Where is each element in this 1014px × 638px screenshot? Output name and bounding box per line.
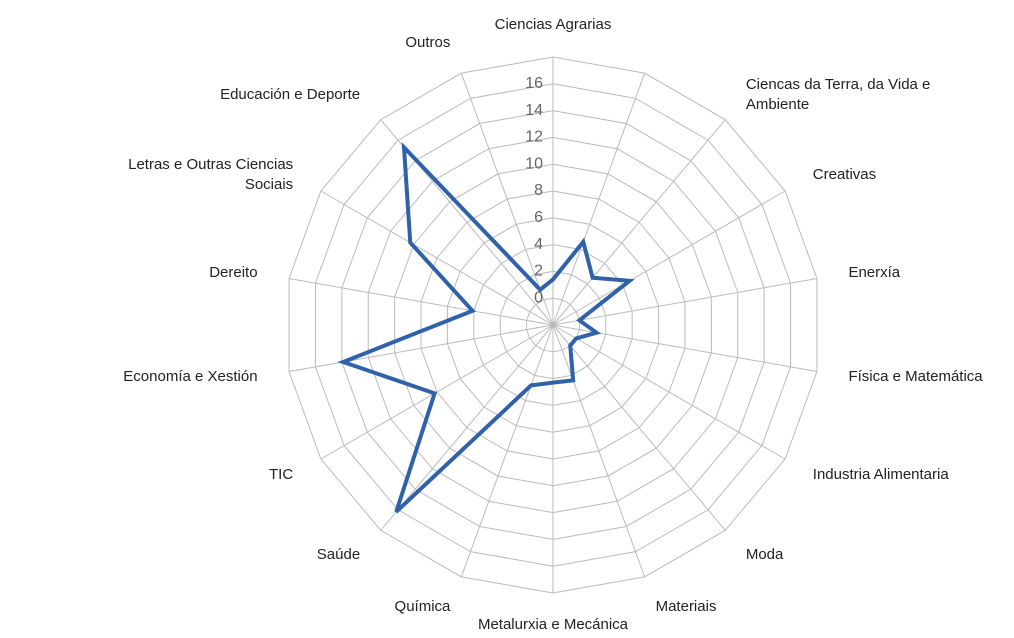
spoke [288, 277, 554, 326]
y-tick-label: 4 [534, 236, 543, 253]
spoke [288, 324, 554, 373]
category-label: Saúde [317, 546, 360, 563]
category-label: Economía e Xestión [123, 368, 257, 385]
spoke [552, 277, 818, 326]
category-label: Materiais [656, 598, 717, 615]
category-label: Dereito [209, 264, 257, 281]
spoke [460, 324, 554, 578]
y-tick-label: 12 [525, 129, 543, 146]
spoke [552, 324, 646, 578]
category-label: Outros [405, 34, 450, 51]
category-label: Física e Matemática [848, 368, 983, 385]
spoke [380, 324, 554, 531]
spoke [552, 324, 786, 460]
category-label: Creativas [813, 166, 876, 183]
y-tick-label: 2 [534, 263, 543, 280]
category-label: Letras e Outras Ciencias Sociais [128, 156, 293, 193]
spoke [320, 324, 554, 460]
category-label: Ciencias Agrarias [495, 16, 612, 33]
category-label: Industria Alimentaria [813, 466, 950, 483]
spoke [552, 324, 726, 531]
spoke [460, 72, 554, 326]
y-tick-label: 10 [525, 155, 543, 172]
spoke [552, 72, 646, 326]
category-label: Enerxía [848, 264, 900, 281]
y-tick-label: 14 [525, 102, 543, 119]
spoke [552, 119, 726, 326]
y-tick-label: 16 [525, 75, 543, 92]
category-label: Metalurxia e Mecánica [478, 616, 629, 633]
y-tick-label: 0 [534, 289, 543, 306]
category-label: Química [395, 598, 452, 615]
data-line [337, 142, 635, 514]
spoke [552, 190, 786, 326]
category-label: Ciencas da Terra, da Vida e Ambiente [746, 76, 931, 113]
y-tick-label: 6 [534, 209, 543, 226]
spoke [320, 190, 554, 326]
category-label: Educación e Deporte [220, 86, 360, 103]
y-tick-label: 8 [534, 182, 543, 199]
category-label: TIC [269, 466, 293, 483]
category-label: Moda [746, 546, 784, 563]
